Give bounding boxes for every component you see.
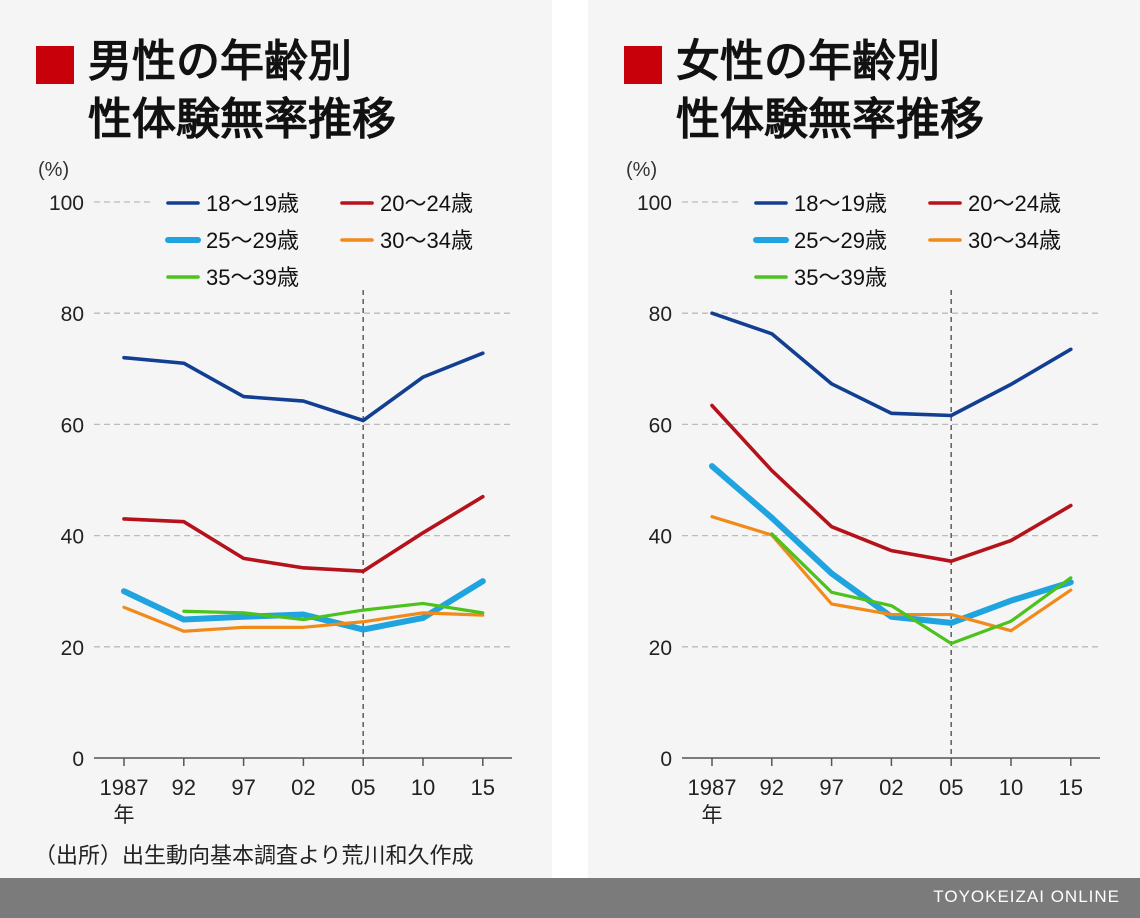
title-marker-square (624, 46, 662, 84)
brand-label: TOYOKEIZAI ONLINE (933, 887, 1120, 906)
legend-label: 20〜24歳 (968, 191, 1061, 216)
x-tick-label: 10 (411, 775, 435, 800)
x-tick-label: 05 (939, 775, 963, 800)
x-tick-label: 97 (231, 775, 255, 800)
series-line (122, 494, 485, 573)
y-tick-label: 0 (660, 748, 672, 771)
y-tick-label: 40 (61, 526, 84, 549)
x-tick-label: 92 (760, 775, 784, 800)
y-tick-label: 20 (649, 637, 672, 660)
x-tick-label: 15 (1059, 775, 1083, 800)
legend-label: 20〜24歳 (380, 191, 473, 216)
x-tick-label: 92 (172, 775, 196, 800)
y-tick-label: 0 (72, 748, 84, 771)
right-chart-panel: 女性の年齢別 性体験無率推移 (%) 0 20 40 60 80 100 1987 92 97 02… (588, 0, 1140, 878)
x-axis-unit-label: 年 (114, 804, 135, 827)
chart-title-line-1: 女性の年齢別 (676, 36, 940, 87)
x-tick-label: 15 (471, 775, 495, 800)
series-line (710, 515, 1073, 633)
series-line (770, 532, 1073, 646)
female-line-chart: (%) 0 20 40 60 80 100 1987 92 97 02 05 10 15 年 18〜19歳 20… (626, 159, 1100, 827)
x-tick-label: 10 (999, 775, 1023, 800)
series-line (710, 311, 1073, 418)
x-tick-label: 05 (351, 775, 375, 800)
legend-label: 30〜34歳 (968, 228, 1061, 253)
y-axis-unit-label: (%) (38, 159, 69, 181)
y-tick-label: 80 (649, 303, 672, 326)
series-line (122, 351, 485, 423)
y-tick-label: 60 (649, 414, 672, 437)
footer-bar: TOYOKEIZAI ONLINE (0, 878, 1140, 918)
legend-label: 30〜34歳 (380, 228, 473, 253)
y-tick-label: 80 (61, 303, 84, 326)
y-tick-label: 100 (49, 192, 84, 215)
y-tick-label: 60 (61, 414, 84, 437)
legend-label: 35〜39歳 (206, 265, 299, 290)
series-line (122, 605, 485, 633)
x-tick-label: 02 (879, 775, 903, 800)
legend-label: 18〜19歳 (206, 191, 299, 216)
chart-title-line-2: 性体験無率推移 (676, 94, 984, 145)
x-axis-unit-label: 年 (702, 804, 723, 827)
y-axis-unit-label: (%) (626, 159, 657, 181)
series-line (709, 463, 1074, 626)
male-line-chart: (%) 0 20 40 60 80 100 1987 92 97 02 05 10 15 年 18〜19歳 20… (38, 159, 512, 827)
x-tick-label: 02 (291, 775, 315, 800)
x-tick-label: 1987 (100, 775, 149, 800)
x-tick-label: 97 (819, 775, 843, 800)
series-line (710, 403, 1073, 563)
chart-title-line-1: 男性の年齢別 (88, 36, 352, 87)
source-note: （出所）出生動向基本調査より荒川和久作成 (34, 844, 474, 869)
series-line (182, 601, 485, 622)
y-tick-label: 20 (61, 637, 84, 660)
legend-label: 25〜29歳 (206, 228, 299, 253)
title-marker-square (36, 46, 74, 84)
legend-label: 25〜29歳 (794, 228, 887, 253)
y-tick-label: 40 (649, 526, 672, 549)
legend-label: 18〜19歳 (794, 191, 887, 216)
y-tick-label: 100 (637, 192, 672, 215)
x-tick-label: 1987 (688, 775, 737, 800)
left-chart-panel: 男性の年齢別 性体験無率推移 (%) 0 20 40 60 80 100 1987 92 97 02… (0, 0, 552, 878)
chart-title-line-2: 性体験無率推移 (88, 94, 396, 145)
series-line (121, 578, 486, 633)
legend-label: 35〜39歳 (794, 265, 887, 290)
